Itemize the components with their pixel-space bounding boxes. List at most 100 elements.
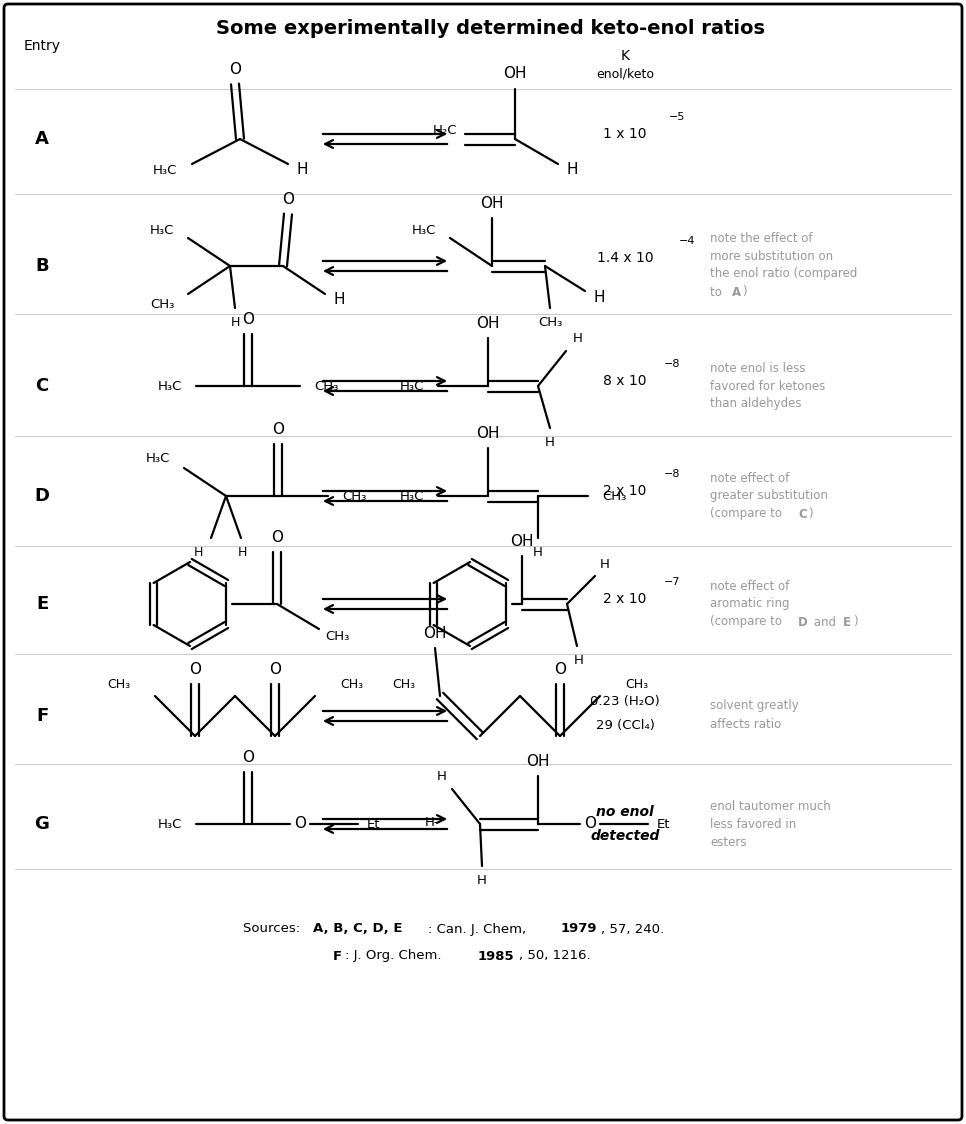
Text: enol tautomer much: enol tautomer much: [710, 799, 831, 813]
Text: detected: detected: [590, 830, 660, 843]
Text: H₂C: H₂C: [433, 125, 457, 137]
Text: −8: −8: [664, 469, 680, 479]
Text: H: H: [600, 558, 610, 571]
Text: H₃C: H₃C: [400, 489, 424, 502]
Text: OH: OH: [503, 66, 526, 82]
Text: aromatic ring: aromatic ring: [710, 598, 789, 610]
Text: A, B, C, D, E: A, B, C, D, E: [313, 923, 403, 935]
Text: A: A: [35, 130, 49, 148]
Text: Sources:: Sources:: [243, 923, 304, 935]
Text: H: H: [566, 162, 578, 176]
Text: OH: OH: [476, 426, 499, 441]
Text: −5: −5: [668, 112, 685, 123]
Text: O: O: [269, 662, 281, 677]
Text: D: D: [35, 487, 49, 505]
Text: O: O: [554, 662, 566, 677]
Text: B: B: [35, 257, 49, 275]
Text: CH₃: CH₃: [340, 678, 363, 690]
Text: more substitution on: more substitution on: [710, 250, 833, 263]
Text: , 57, 240.: , 57, 240.: [601, 923, 665, 935]
Text: greater substitution: greater substitution: [710, 489, 828, 502]
Text: 2 x 10: 2 x 10: [604, 484, 646, 498]
Text: 1.4 x 10: 1.4 x 10: [597, 251, 653, 265]
Text: Et: Et: [366, 817, 380, 831]
Text: Some experimentally determined keto-enol ratios: Some experimentally determined keto-enol…: [215, 19, 764, 38]
Text: E: E: [843, 616, 851, 628]
Text: Et: Et: [656, 817, 669, 831]
Text: G: G: [35, 815, 49, 833]
Text: OH: OH: [423, 625, 446, 641]
Text: H: H: [545, 435, 554, 448]
Text: −8: −8: [664, 359, 680, 369]
Text: less favored in: less favored in: [710, 817, 796, 831]
Text: −7: −7: [664, 577, 680, 587]
Text: : J. Org. Chem.: : J. Org. Chem.: [345, 950, 445, 962]
Text: O: O: [272, 422, 284, 436]
Text: Entry: Entry: [23, 39, 61, 53]
Text: H: H: [230, 316, 240, 328]
Text: O: O: [282, 191, 294, 207]
Text: affects ratio: affects ratio: [710, 717, 781, 731]
Text: note effect of: note effect of: [710, 580, 789, 592]
Text: O: O: [584, 816, 596, 832]
Text: no enol: no enol: [596, 805, 654, 819]
Text: to: to: [710, 285, 725, 299]
Text: OH: OH: [480, 196, 503, 210]
Text: CH₃: CH₃: [602, 489, 626, 502]
Text: CH₃: CH₃: [314, 380, 338, 392]
Text: (compare to: (compare to: [710, 616, 785, 628]
Text: O: O: [189, 662, 201, 677]
Text: 1 x 10: 1 x 10: [603, 127, 647, 140]
Text: ): ): [808, 508, 812, 520]
Text: 2 x 10: 2 x 10: [604, 592, 646, 606]
Text: F: F: [36, 707, 48, 725]
Text: H₃C: H₃C: [157, 817, 183, 831]
Text: H₃C: H₃C: [150, 224, 174, 236]
Text: CH₃: CH₃: [392, 678, 415, 690]
Text: A: A: [732, 285, 741, 299]
Text: solvent greatly: solvent greatly: [710, 699, 799, 713]
Text: E: E: [36, 595, 48, 613]
Text: H: H: [297, 162, 308, 176]
Text: the enol ratio (compared: the enol ratio (compared: [710, 268, 858, 281]
Text: F: F: [333, 950, 342, 962]
Text: CH₃: CH₃: [538, 317, 562, 329]
Text: O: O: [229, 62, 241, 76]
Text: H: H: [477, 874, 487, 888]
Text: O: O: [242, 750, 254, 764]
Text: 0.23 (H₂O): 0.23 (H₂O): [590, 695, 660, 707]
Text: H₃C: H₃C: [412, 224, 437, 236]
Text: , 50, 1216.: , 50, 1216.: [519, 950, 590, 962]
Text: CH₃: CH₃: [325, 629, 349, 643]
Text: O: O: [294, 816, 306, 832]
Text: K: K: [620, 49, 630, 63]
Text: C: C: [798, 508, 807, 520]
Text: ): ): [742, 285, 747, 299]
Text: note enol is less: note enol is less: [710, 362, 806, 374]
Text: H: H: [193, 545, 203, 559]
Text: O: O: [242, 311, 254, 326]
Text: H₃C: H₃C: [400, 380, 424, 392]
Text: H₃C: H₃C: [157, 380, 183, 392]
Text: esters: esters: [710, 835, 747, 849]
Text: H: H: [238, 545, 246, 559]
Text: C: C: [36, 377, 48, 395]
Text: H: H: [437, 770, 447, 782]
Text: OH: OH: [526, 753, 550, 769]
Text: H: H: [593, 290, 605, 306]
Text: 8 x 10: 8 x 10: [603, 374, 647, 388]
Text: OH: OH: [476, 316, 499, 330]
Text: than aldehydes: than aldehydes: [710, 398, 802, 410]
Text: CH₃: CH₃: [625, 678, 648, 690]
Text: D: D: [798, 616, 808, 628]
Text: 29 (CCl₄): 29 (CCl₄): [596, 719, 654, 733]
Text: H₃C: H₃C: [146, 452, 170, 464]
Text: H: H: [333, 292, 345, 308]
Text: enol/keto: enol/keto: [596, 67, 654, 81]
Text: ): ): [853, 616, 858, 628]
Text: CH₃: CH₃: [107, 678, 130, 690]
FancyBboxPatch shape: [4, 4, 962, 1120]
Text: H: H: [533, 545, 543, 559]
Text: CH₃: CH₃: [150, 298, 174, 310]
Text: 1985: 1985: [478, 950, 515, 962]
